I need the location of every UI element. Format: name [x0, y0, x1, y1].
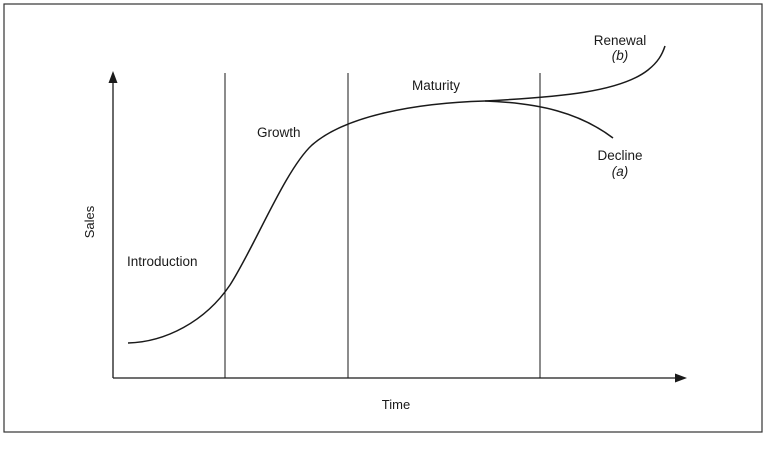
y-axis-label: Sales — [82, 205, 97, 238]
diagram-frame — [3, 3, 763, 433]
stage-label-maturity: Maturity — [412, 78, 460, 93]
decline-curve — [484, 100, 614, 139]
life-cycle-curve — [127, 100, 486, 344]
outcome-tag-decline: (a) — [612, 164, 629, 179]
y-axis-arrowhead — [108, 71, 118, 83]
outcome-label-decline: Decline — [597, 148, 642, 163]
x-axis-label: Time — [382, 397, 410, 412]
stage-label-growth: Growth — [257, 125, 301, 140]
outcome-label-renewal: Renewal — [594, 33, 647, 48]
x-axis-arrowhead — [675, 373, 687, 383]
stage-label-introduction: Introduction — [127, 254, 198, 269]
renewal-curve — [484, 45, 666, 102]
outcome-tag-renewal: (b) — [612, 48, 629, 63]
